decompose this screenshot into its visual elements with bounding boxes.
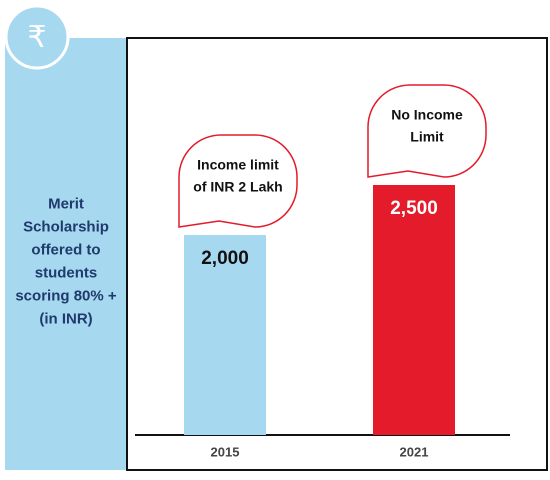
side-panel: [5, 38, 127, 470]
value-label: 2,500: [390, 198, 438, 219]
rupee-icon: ₹: [27, 21, 46, 54]
callout-text: Limit: [410, 129, 444, 145]
side-label: offered to: [31, 241, 100, 258]
callout-bubble: [178, 134, 298, 228]
callout-text: of INR 2 Lakh: [193, 179, 282, 195]
callout-text: No Income: [391, 107, 463, 123]
icon-circle: [4, 4, 70, 70]
callout-text: Income limit: [197, 157, 279, 173]
x-tick-label: 2015: [211, 444, 240, 459]
callout-bubble: [367, 84, 487, 178]
side-label: Merit: [48, 195, 84, 212]
bar: [184, 235, 266, 435]
side-label: scoring 80% +: [15, 287, 117, 304]
side-label: Scholarship: [23, 218, 109, 235]
side-label: (in INR): [39, 310, 92, 327]
bar: [373, 185, 455, 435]
side-label: students: [35, 264, 98, 281]
value-label: 2,000: [201, 248, 249, 269]
x-tick-label: 2021: [400, 444, 429, 459]
